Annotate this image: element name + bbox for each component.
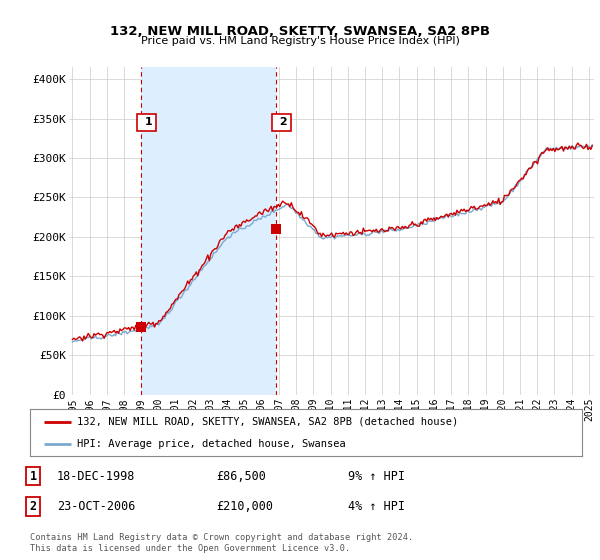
- Text: HPI: Average price, detached house, Swansea: HPI: Average price, detached house, Swan…: [77, 438, 346, 449]
- Text: 1: 1: [140, 118, 152, 128]
- Text: 9% ↑ HPI: 9% ↑ HPI: [348, 469, 405, 483]
- Text: 4% ↑ HPI: 4% ↑ HPI: [348, 500, 405, 514]
- Bar: [140, 67, 276, 395]
- Text: £210,000: £210,000: [216, 500, 273, 514]
- Text: 132, NEW MILL ROAD, SKETTY, SWANSEA, SA2 8PB (detached house): 132, NEW MILL ROAD, SKETTY, SWANSEA, SA2…: [77, 417, 458, 427]
- Text: Price paid vs. HM Land Registry's House Price Index (HPI): Price paid vs. HM Land Registry's House …: [140, 36, 460, 46]
- Text: Contains HM Land Registry data © Crown copyright and database right 2024.
This d: Contains HM Land Registry data © Crown c…: [30, 533, 413, 553]
- Text: 1: 1: [29, 469, 37, 483]
- Text: 18-DEC-1998: 18-DEC-1998: [57, 469, 136, 483]
- Text: 23-OCT-2006: 23-OCT-2006: [57, 500, 136, 514]
- Text: 2: 2: [29, 500, 37, 514]
- Text: 132, NEW MILL ROAD, SKETTY, SWANSEA, SA2 8PB: 132, NEW MILL ROAD, SKETTY, SWANSEA, SA2…: [110, 25, 490, 38]
- Text: 2: 2: [276, 118, 287, 128]
- Text: £86,500: £86,500: [216, 469, 266, 483]
